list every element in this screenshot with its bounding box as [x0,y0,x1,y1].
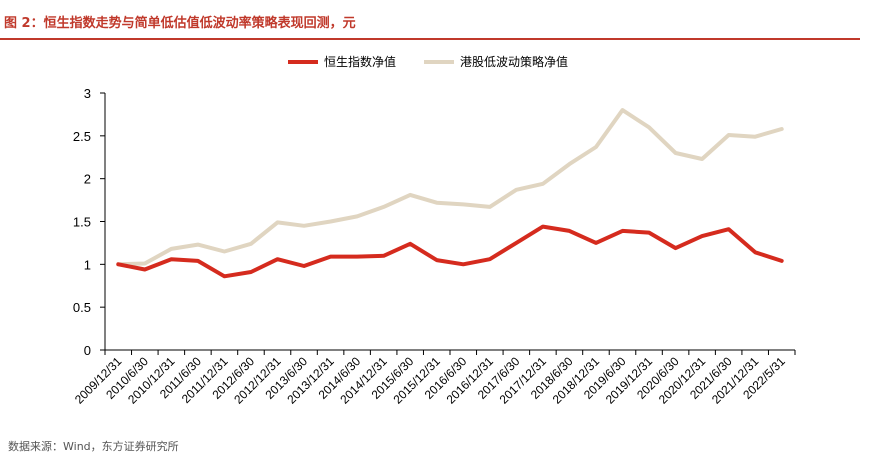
y-tick-label: 2 [84,172,91,187]
series-group [116,108,784,279]
y-tick-label: 2.5 [73,129,91,144]
title-bar: 图 2：恒生指数走势与简单低估值低波动率策略表现回测，元 [0,0,860,40]
legend: 恒生指数净值 港股低波动策略净值 [288,54,568,69]
series-line-lowvol [116,108,784,267]
legend-label: 恒生指数净值 [324,54,396,69]
data-source-note: 数据来源：Wind，东方证券研究所 [8,440,179,453]
legend-item-lowvol: 港股低波动策略净值 [424,54,568,69]
chart-title: 图 2：恒生指数走势与简单低估值低波动率策略表现回测，元 [4,16,356,31]
series-line-hsi [116,224,784,279]
y-tick-label: 0.5 [73,300,91,315]
y-tick-label: 1.5 [73,215,91,230]
legend-item-hsi: 恒生指数净值 [288,54,396,69]
legend-label: 港股低波动策略净值 [460,54,568,69]
y-tick-label: 0 [84,343,91,358]
y-tick-label: 3 [84,86,91,101]
y-tick-label: 1 [84,257,91,272]
